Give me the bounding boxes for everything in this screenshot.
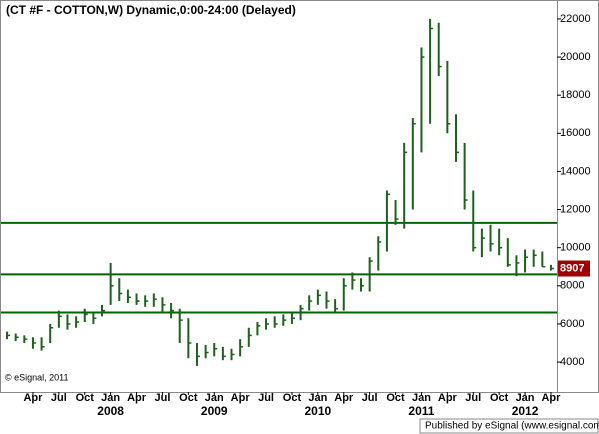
x-tick-label: Jul [258, 392, 274, 404]
x-tick-label: Oct [490, 392, 509, 404]
x-tick-label: Oct [76, 392, 95, 404]
x-tick-label: Jan [516, 392, 535, 404]
x-tick-label: Apr [127, 392, 147, 404]
year-label: 2011 [408, 404, 434, 418]
x-tick-label: Apr [334, 392, 354, 404]
year-label: 2010 [304, 404, 331, 418]
y-tick-label: 4000 [560, 356, 584, 368]
x-tick-label: Jul [51, 392, 67, 404]
x-tick-label: Oct [179, 392, 198, 404]
year-label: 2008 [97, 404, 124, 418]
chart-title: (CT #F - COTTON,W) Dynamic,0:00-24:00 (D… [6, 3, 296, 17]
year-label: 2009 [201, 404, 228, 418]
x-tick-label: Oct [386, 392, 405, 404]
x-tick-label: Jan [101, 392, 120, 404]
y-tick-label: 16000 [560, 127, 591, 139]
y-tick-label: 10000 [560, 242, 591, 254]
y-tick-label: 18000 [560, 89, 591, 101]
x-tick-label: Jul [154, 392, 170, 404]
x-tick-label: Jul [362, 392, 378, 404]
year-label: 2012 [512, 404, 539, 418]
x-tick-label: Jan [308, 392, 327, 404]
price-axis-frame [557, 0, 599, 393]
y-tick-label: 8000 [560, 280, 584, 292]
copyright: © eSignal, 2011 [5, 372, 69, 382]
x-tick-label: Apr [231, 392, 251, 404]
footer-box [419, 418, 599, 434]
x-tick-label: Jan [205, 392, 224, 404]
x-tick-label: Jan [412, 392, 431, 404]
y-tick-label: 6000 [560, 318, 584, 330]
x-tick-label: Apr [541, 392, 561, 404]
x-tick-label: Oct [283, 392, 302, 404]
x-tick-label: Jul [465, 392, 481, 404]
y-tick-label: 22000 [560, 13, 591, 25]
y-tick-label: 20000 [560, 51, 591, 63]
x-tick-label: Apr [438, 392, 458, 404]
footer: Published by eSignal (www.esignal.com) [425, 421, 599, 432]
y-tick-label: 14000 [560, 165, 591, 177]
last-price-box [558, 260, 590, 277]
x-tick-label: Apr [23, 392, 43, 404]
last-price-label: 8907 [560, 262, 584, 274]
y-tick-label: 12000 [560, 203, 591, 215]
